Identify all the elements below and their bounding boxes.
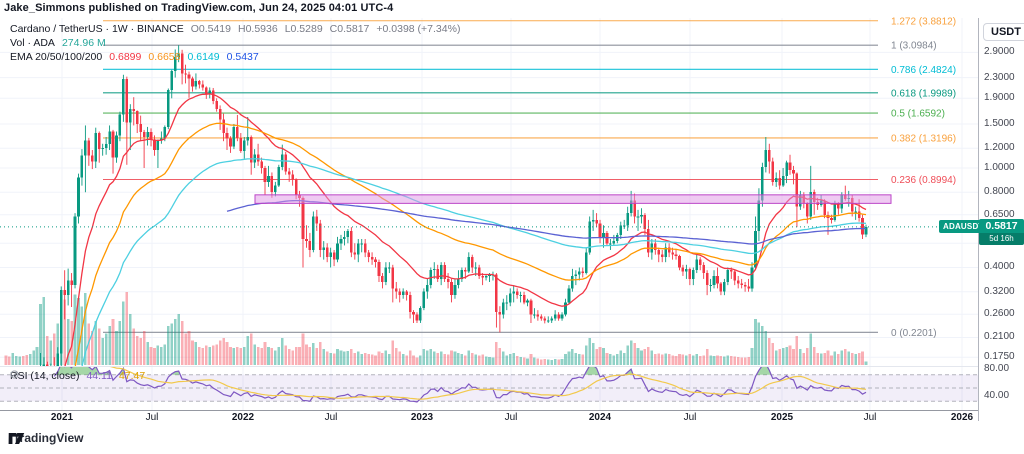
volume-label: Vol · ADA [10, 37, 55, 49]
ema-label: EMA 20/50/100/200 [10, 51, 103, 63]
currency-toggle[interactable]: USDT [983, 23, 1024, 41]
fib-level-label: 1 (3.0984) [891, 41, 937, 52]
candlestick-series [40, 45, 868, 366]
fib-level-label: 0.786 (2.4824) [891, 65, 956, 76]
price-tick-label: 1.9000 [984, 92, 1015, 104]
price-tick-label: 1.0000 [984, 162, 1015, 173]
symbol-legend[interactable]: Cardano / TetherUS · 1W · BINANCE O0.541… [10, 23, 460, 35]
symbol-title: Cardano / TetherUS · 1W · BINANCE [10, 23, 184, 35]
rsi-tick-label: 80.00 [984, 363, 1010, 375]
rsi-value: 44.11 [86, 370, 112, 382]
price-tick-label: 1.2000 [984, 142, 1015, 154]
ema50-value: 0.6658 [148, 51, 181, 63]
bar-countdown: 5d 16h [979, 233, 1024, 246]
tradingview-attribution[interactable]: TradingView [8, 431, 83, 445]
axis-frame [0, 18, 979, 421]
fib-level-label: 0.236 (0.8994) [891, 175, 956, 186]
price-tick-label: 0.8000 [984, 186, 1015, 198]
ohlc-low: L0.5289 [284, 23, 323, 35]
time-tick-label: 2025 [770, 412, 794, 423]
last-price-value: 0.5817 [985, 220, 1018, 233]
price-tick-label: 0.2600 [984, 308, 1015, 320]
price-tick-label: 2.3000 [984, 71, 1015, 83]
rsi-ma-value: 47.47 [118, 370, 146, 382]
volume-value: 274.96 M [61, 37, 106, 49]
ohlc-open: O0.5419 [190, 23, 231, 35]
time-tick-label: Jul [683, 412, 697, 423]
grid-lines [0, 18, 978, 410]
ema-20-line [64, 93, 867, 366]
price-tick-label: 1.5000 [984, 117, 1015, 129]
price-tick-label: 2.9000 [984, 46, 1015, 58]
highlight-zone [254, 194, 892, 204]
fib-level-label: 0.5 (1.6592) [891, 109, 945, 120]
rsi-tick-label: 40.00 [984, 389, 1010, 401]
ema200-value: 0.5437 [226, 51, 259, 63]
ema100-value: 0.6149 [187, 51, 220, 63]
fib-level-label: 0 (0.2201) [891, 328, 937, 339]
rsi-legend[interactable]: RSI (14, close) 44.11 47.47 [10, 370, 163, 382]
price-tick-label: 0.4000 [984, 261, 1015, 273]
ema-lines [64, 93, 867, 366]
time-tick-label: 2023 [410, 412, 434, 423]
time-tick-label: 2022 [231, 412, 255, 423]
ohlc-close: C0.5817 [329, 23, 370, 35]
rsi-band [0, 374, 978, 402]
price-tick-label: 0.3200 [984, 285, 1015, 297]
fib-level-label: 0.382 (1.3196) [891, 133, 956, 144]
last-price-symbol-tag: ADAUSDT [939, 220, 988, 234]
fib-level-label: 0.618 (1.9989) [891, 88, 956, 99]
ohlc-high: H0.5936 [238, 23, 278, 35]
price-tick-label: 0.2100 [984, 331, 1015, 343]
time-tick-label: 2026 [950, 412, 974, 423]
last-price-chip: 0.5817 5d 16h [979, 219, 1024, 246]
ema-100-line [81, 158, 867, 366]
fib-level-label: 1.272 (3.8812) [891, 16, 956, 27]
time-tick-label: 2021 [50, 412, 74, 423]
rsi-pane [53, 366, 867, 403]
time-tick-label: 2024 [588, 412, 612, 423]
ema-200-line [226, 199, 867, 245]
time-tick-label: Jul [324, 412, 338, 423]
published-header: Jake_Simmons published on TradingView.co… [4, 2, 394, 14]
ema20-value: 0.6899 [109, 51, 142, 63]
tradingview-brand-text: TradingView [13, 431, 84, 445]
price-change: +0.0398 (+7.34%) [376, 23, 461, 35]
fibonacci-levels: 1.272 (3.8812) 1 (3.0984) 0.786 (2.4824) 0.… [103, 16, 956, 339]
time-tick-label: Jul [863, 412, 877, 423]
rsi-ma-line [99, 366, 867, 400]
ema-50-line [74, 122, 867, 366]
volume-series [4, 292, 868, 365]
volume-legend[interactable]: Vol · ADA 274.96 M [10, 37, 106, 49]
time-tick-label: Jul [145, 412, 159, 423]
price-tick-label: 0.6500 [984, 208, 1015, 220]
time-tick-label: Jul [504, 412, 518, 423]
price-tick-label: 0.1750 [984, 351, 1015, 363]
rsi-label: RSI (14, close) [10, 370, 80, 382]
ema-legend[interactable]: EMA 20/50/100/200 0.6899 0.6658 0.6149 0… [10, 51, 259, 63]
